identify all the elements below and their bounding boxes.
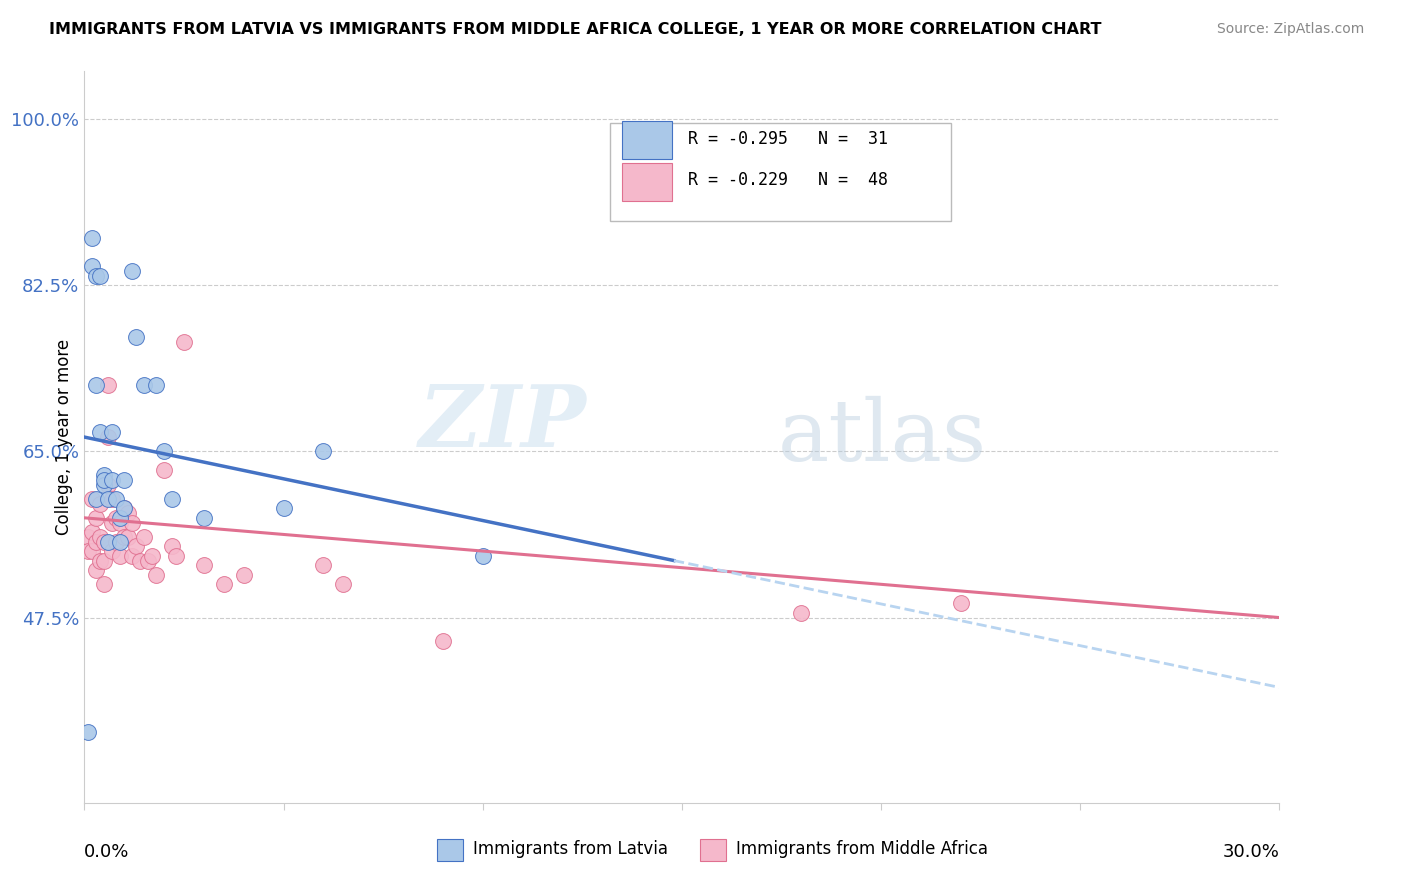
Point [770,140,793,154]
Point [110,516,132,530]
Point [77,544,100,558]
Point [312,444,335,458]
Point [112,501,135,516]
Point [97,477,120,491]
Text: ZIP: ZIP [419,381,586,464]
Point [153,463,176,477]
FancyBboxPatch shape [610,122,950,221]
Point [117,506,139,520]
Point [89,497,111,511]
Text: R = -0.295   N =  31: R = -0.295 N = 31 [688,129,887,148]
Point [89,553,111,567]
Point [121,549,143,563]
FancyBboxPatch shape [623,162,672,201]
Point [82,230,104,244]
Point [82,491,104,506]
Point [129,553,152,567]
Point [160,491,183,506]
Point [86,563,108,577]
Point [132,377,156,392]
FancyBboxPatch shape [623,121,672,159]
Point [97,377,120,392]
Point [153,444,176,458]
Point [193,558,215,573]
Point [101,516,124,530]
Point [82,524,104,539]
Point [125,539,148,553]
Point [112,473,135,487]
Point [471,549,494,563]
Point [432,634,454,648]
Point [212,577,235,591]
Point [312,558,335,573]
Point [77,530,100,544]
Point [97,430,120,444]
Point [121,516,143,530]
Point [112,530,135,544]
Point [125,330,148,344]
Point [790,606,813,620]
Point [165,549,187,563]
Point [136,553,159,567]
Point [160,539,183,553]
Text: 0.0%: 0.0% [84,843,129,861]
Point [232,567,254,582]
Text: IMMIGRANTS FROM LATVIA VS IMMIGRANTS FROM MIDDLE AFRICA COLLEGE, 1 YEAR OR MORE : IMMIGRANTS FROM LATVIA VS IMMIGRANTS FRO… [49,22,1102,37]
Bar [437,839,463,862]
Point [77,724,100,739]
Point [145,377,167,392]
Point [93,477,115,491]
Point [101,425,124,440]
Point [101,544,124,558]
Point [145,567,167,582]
Text: R = -0.229   N =  48: R = -0.229 N = 48 [688,171,887,189]
Point [86,491,108,506]
Point [89,268,111,283]
Point [105,511,128,525]
Y-axis label: College, 1 year or more: College, 1 year or more [55,339,73,535]
Point [86,511,108,525]
Point [110,534,132,549]
Point [101,491,124,506]
Point [101,473,124,487]
Text: Immigrants from Latvia: Immigrants from Latvia [472,840,668,858]
Point [82,544,104,558]
Point [93,534,115,549]
Text: 30.0%: 30.0% [1223,843,1279,861]
Text: Immigrants from Middle Africa: Immigrants from Middle Africa [735,840,987,858]
Point [86,534,108,549]
Point [273,501,295,516]
Point [173,335,195,350]
Point [141,549,163,563]
Point [93,577,115,591]
Point [332,577,354,591]
Point [132,530,156,544]
Point [110,511,132,525]
Point [86,377,108,392]
Point [89,530,111,544]
Text: Source: ZipAtlas.com: Source: ZipAtlas.com [1216,22,1364,37]
Point [105,534,128,549]
Text: atlas: atlas [778,395,987,479]
Point [93,473,115,487]
Point [949,596,972,610]
Point [112,501,135,516]
Point [89,425,111,440]
Point [82,259,104,273]
Point [97,534,120,549]
Point [86,268,108,283]
Point [93,468,115,483]
Point [105,491,128,506]
Point [97,491,120,506]
Point [121,264,143,278]
Point [117,530,139,544]
Point [193,511,215,525]
Point [93,553,115,567]
Bar [700,839,725,862]
Point [110,549,132,563]
